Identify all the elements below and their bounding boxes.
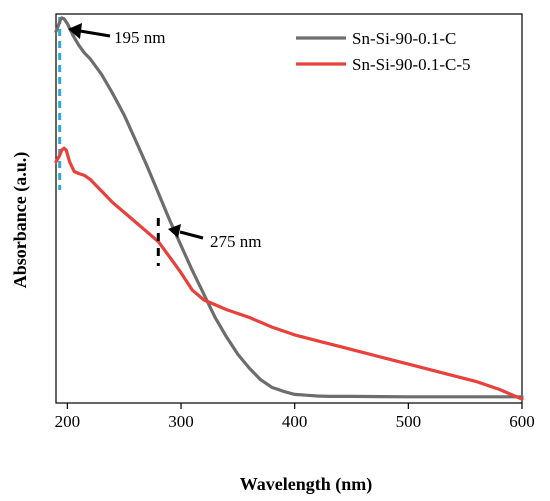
x-tick-label: 300 [168,412,194,431]
series-line-2 [54,146,524,401]
annotation-275nm-arrow-shaft [179,230,204,240]
plot-frame [55,13,523,404]
x-tick-label: 600 [509,412,535,431]
x-axis-title: Wavelength (nm) [240,474,373,495]
x-tick-label: 400 [282,412,308,431]
annotation-195nm-arrowhead [68,23,82,39]
annotation-275nm-arrowhead [168,224,181,238]
x-tick-label: 200 [55,412,81,431]
annotation-275nm-label: 275 nm [210,232,261,251]
legend-label-2: Sn-Si-90-0.1-C-5 [352,55,471,74]
series-line-1 [54,16,524,399]
legend-label-1: Sn-Si-90-0.1-C [352,29,456,48]
y-axis-title: Absorbance (a.u.) [10,152,31,289]
annotation-195nm-label: 195 nm [114,28,165,47]
annotation-195nm-arrow-shaft [79,29,111,38]
x-tick-label: 500 [396,412,422,431]
